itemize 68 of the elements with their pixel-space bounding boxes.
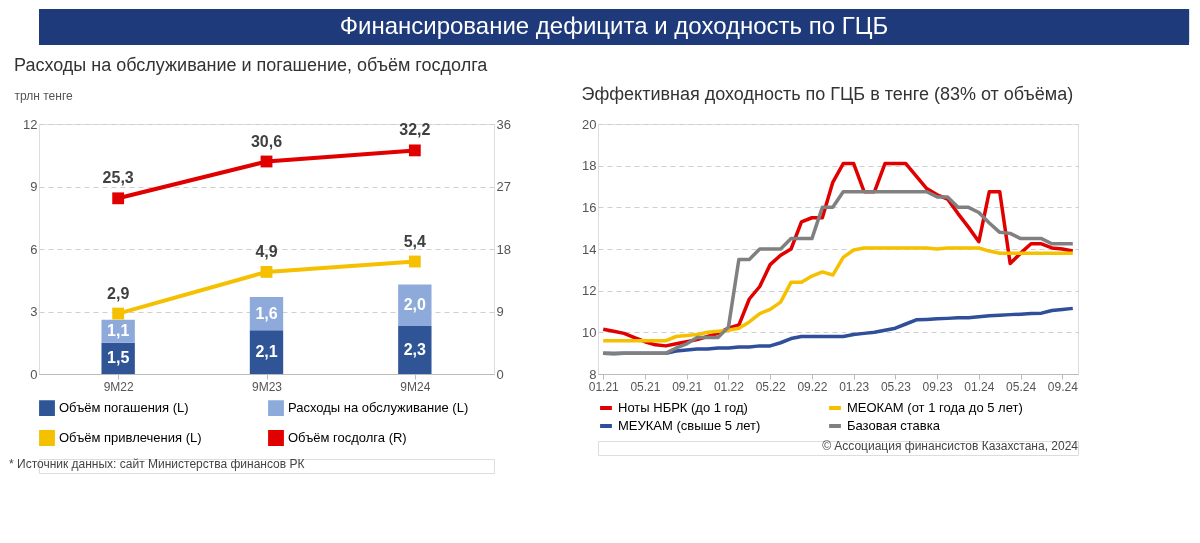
point: [112, 192, 125, 205]
point: [408, 144, 421, 157]
x-tick-label: 01.21: [588, 379, 620, 394]
data-label: 30,6: [250, 132, 283, 150]
data-label: 2,1: [255, 343, 278, 361]
y-tick-label: 9: [30, 179, 38, 194]
y-tick-label: 6: [30, 241, 38, 257]
y-tick-label: 20: [582, 116, 597, 132]
data-label: 4,9: [255, 242, 278, 260]
y-tick-label: 8: [589, 366, 597, 382]
x-tick-label: 9M23: [251, 379, 283, 394]
y-tick-label: 18: [582, 158, 597, 174]
x-tick-label: 05.21: [630, 379, 661, 394]
point: [112, 307, 125, 320]
y-axis-title: трлн тенге: [14, 88, 73, 103]
legend-label: Объём погашения (L): [59, 400, 189, 416]
bar: [398, 326, 432, 374]
x-tick-label: 9M22: [103, 379, 134, 394]
text: © Ассоциация финансистов Казахстана, 2024: [822, 439, 1079, 453]
data-label: 25,3: [102, 169, 134, 187]
legend-label: Расходы на обслуживание (L): [288, 400, 469, 416]
text: Финансирование дефицита и доходность по ГЦБ: [339, 12, 889, 39]
data-label: 2,3: [403, 341, 427, 359]
data-label: 2,9: [107, 284, 130, 302]
y2-tick-label: 0: [496, 366, 504, 382]
legend-label: МЕУКАМ (свыше 5 лет): [618, 418, 761, 433]
data-label: 1,6: [255, 304, 278, 322]
legend-label: Объём привлечения (L): [59, 430, 202, 445]
y-tick-label: 14: [582, 241, 597, 257]
x-tick-label: 05.23: [880, 379, 912, 394]
text: * Источник данных: сайт Министерства финансов РК: [9, 457, 305, 471]
x-tick-label: 05.24: [1006, 379, 1037, 394]
data-label: 1,1: [107, 322, 130, 340]
point: [408, 255, 421, 268]
legend-label: МЕОКАМ (от 1 года до 5 лет): [847, 400, 1023, 415]
y2-tick-label: 27: [496, 179, 511, 194]
line-series: [601, 246, 1075, 343]
x-tick-label: 01.23: [839, 379, 870, 394]
legend-label: Базовая ставка: [847, 418, 941, 433]
y2-tick-label: 18: [496, 241, 511, 257]
x-tick-label: 01.22: [713, 379, 745, 394]
bar: [398, 284, 432, 327]
y-tick-label: 16: [582, 199, 597, 215]
x-tick-label: 05.22: [755, 379, 787, 394]
y-tick-label: 3: [30, 304, 38, 319]
x-tick-label: 09.22: [797, 379, 828, 394]
legend-label: Объём госдолга (R): [288, 430, 407, 445]
bar: [249, 330, 284, 374]
data-label: 2,0: [403, 296, 427, 314]
y2-tick-label: 9: [496, 304, 504, 319]
data-label: 1,5: [107, 349, 130, 367]
y-tick-label: 12: [23, 116, 38, 132]
data-label: 32,2: [399, 121, 431, 139]
chart-title: Эффективная доходность по ГЦБ в тенге (83% от объёма): [581, 84, 1074, 104]
y-tick-label: 0: [30, 366, 38, 382]
x-tick-label: 09.21: [672, 379, 703, 394]
data-label: 5,4: [403, 232, 427, 250]
line-series: [601, 189, 1075, 355]
y2-tick-label: 36: [496, 116, 511, 132]
x-tick-label: 9M24: [400, 379, 431, 394]
chart-title: Расходы на обслуживание и погашение, объём госдолга: [14, 55, 489, 75]
y-tick-label: 10: [582, 324, 597, 340]
point: [260, 266, 273, 278]
legend-label: Ноты НБРК (до 1 год): [618, 400, 748, 415]
y-tick-label: 12: [582, 283, 597, 299]
x-tick-label: 09.23: [922, 379, 953, 394]
x-tick-label: 01.24: [964, 379, 995, 394]
x-tick-label: 09.24: [1047, 379, 1079, 394]
